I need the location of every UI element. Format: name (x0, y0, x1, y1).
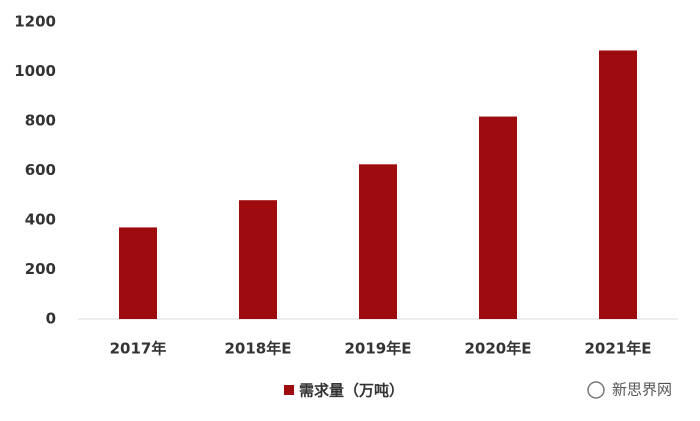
bar (599, 50, 637, 320)
bar (359, 164, 397, 319)
legend-label: 需求量（万吨） (299, 382, 404, 400)
x-tick-label: 2018年E (225, 340, 292, 358)
bar (119, 227, 157, 319)
y-tick-label: 600 (25, 161, 56, 179)
y-tick-label: 200 (25, 260, 56, 278)
watermark: 新思界网 (612, 381, 672, 399)
x-tick-label: 2017年 (110, 340, 167, 358)
y-tick-label: 0 (46, 310, 56, 328)
legend-swatch (284, 385, 294, 395)
x-tick-label: 2021年E (585, 340, 652, 358)
watermark-icon (587, 381, 605, 399)
y-tick-label: 1200 (14, 13, 56, 31)
x-tick-label: 2019年E (345, 340, 412, 358)
y-tick-label: 1000 (14, 62, 56, 80)
bar (239, 200, 277, 319)
y-tick-label: 400 (25, 211, 56, 229)
bar (479, 116, 517, 319)
x-tick-label: 2020年E (465, 340, 532, 358)
y-tick-label: 800 (25, 112, 56, 130)
